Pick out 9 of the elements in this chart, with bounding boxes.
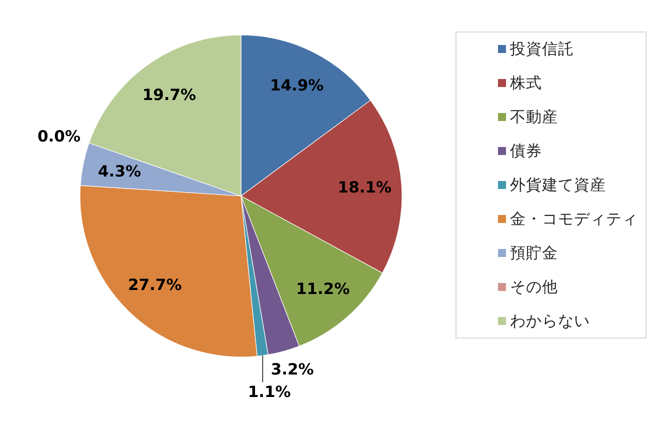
legend-label: 金・コモディティ: [510, 210, 638, 228]
legend-label: 投資信託: [509, 40, 574, 58]
legend-label: 外貨建て資産: [510, 176, 606, 194]
legend-label: 債券: [510, 142, 542, 160]
legend-label: 預貯金: [510, 244, 558, 262]
legend-label: 不動産: [510, 108, 558, 126]
legend-label: 株式: [509, 74, 542, 92]
legend-label: わからない: [510, 312, 590, 330]
legend-label: その他: [510, 278, 558, 296]
